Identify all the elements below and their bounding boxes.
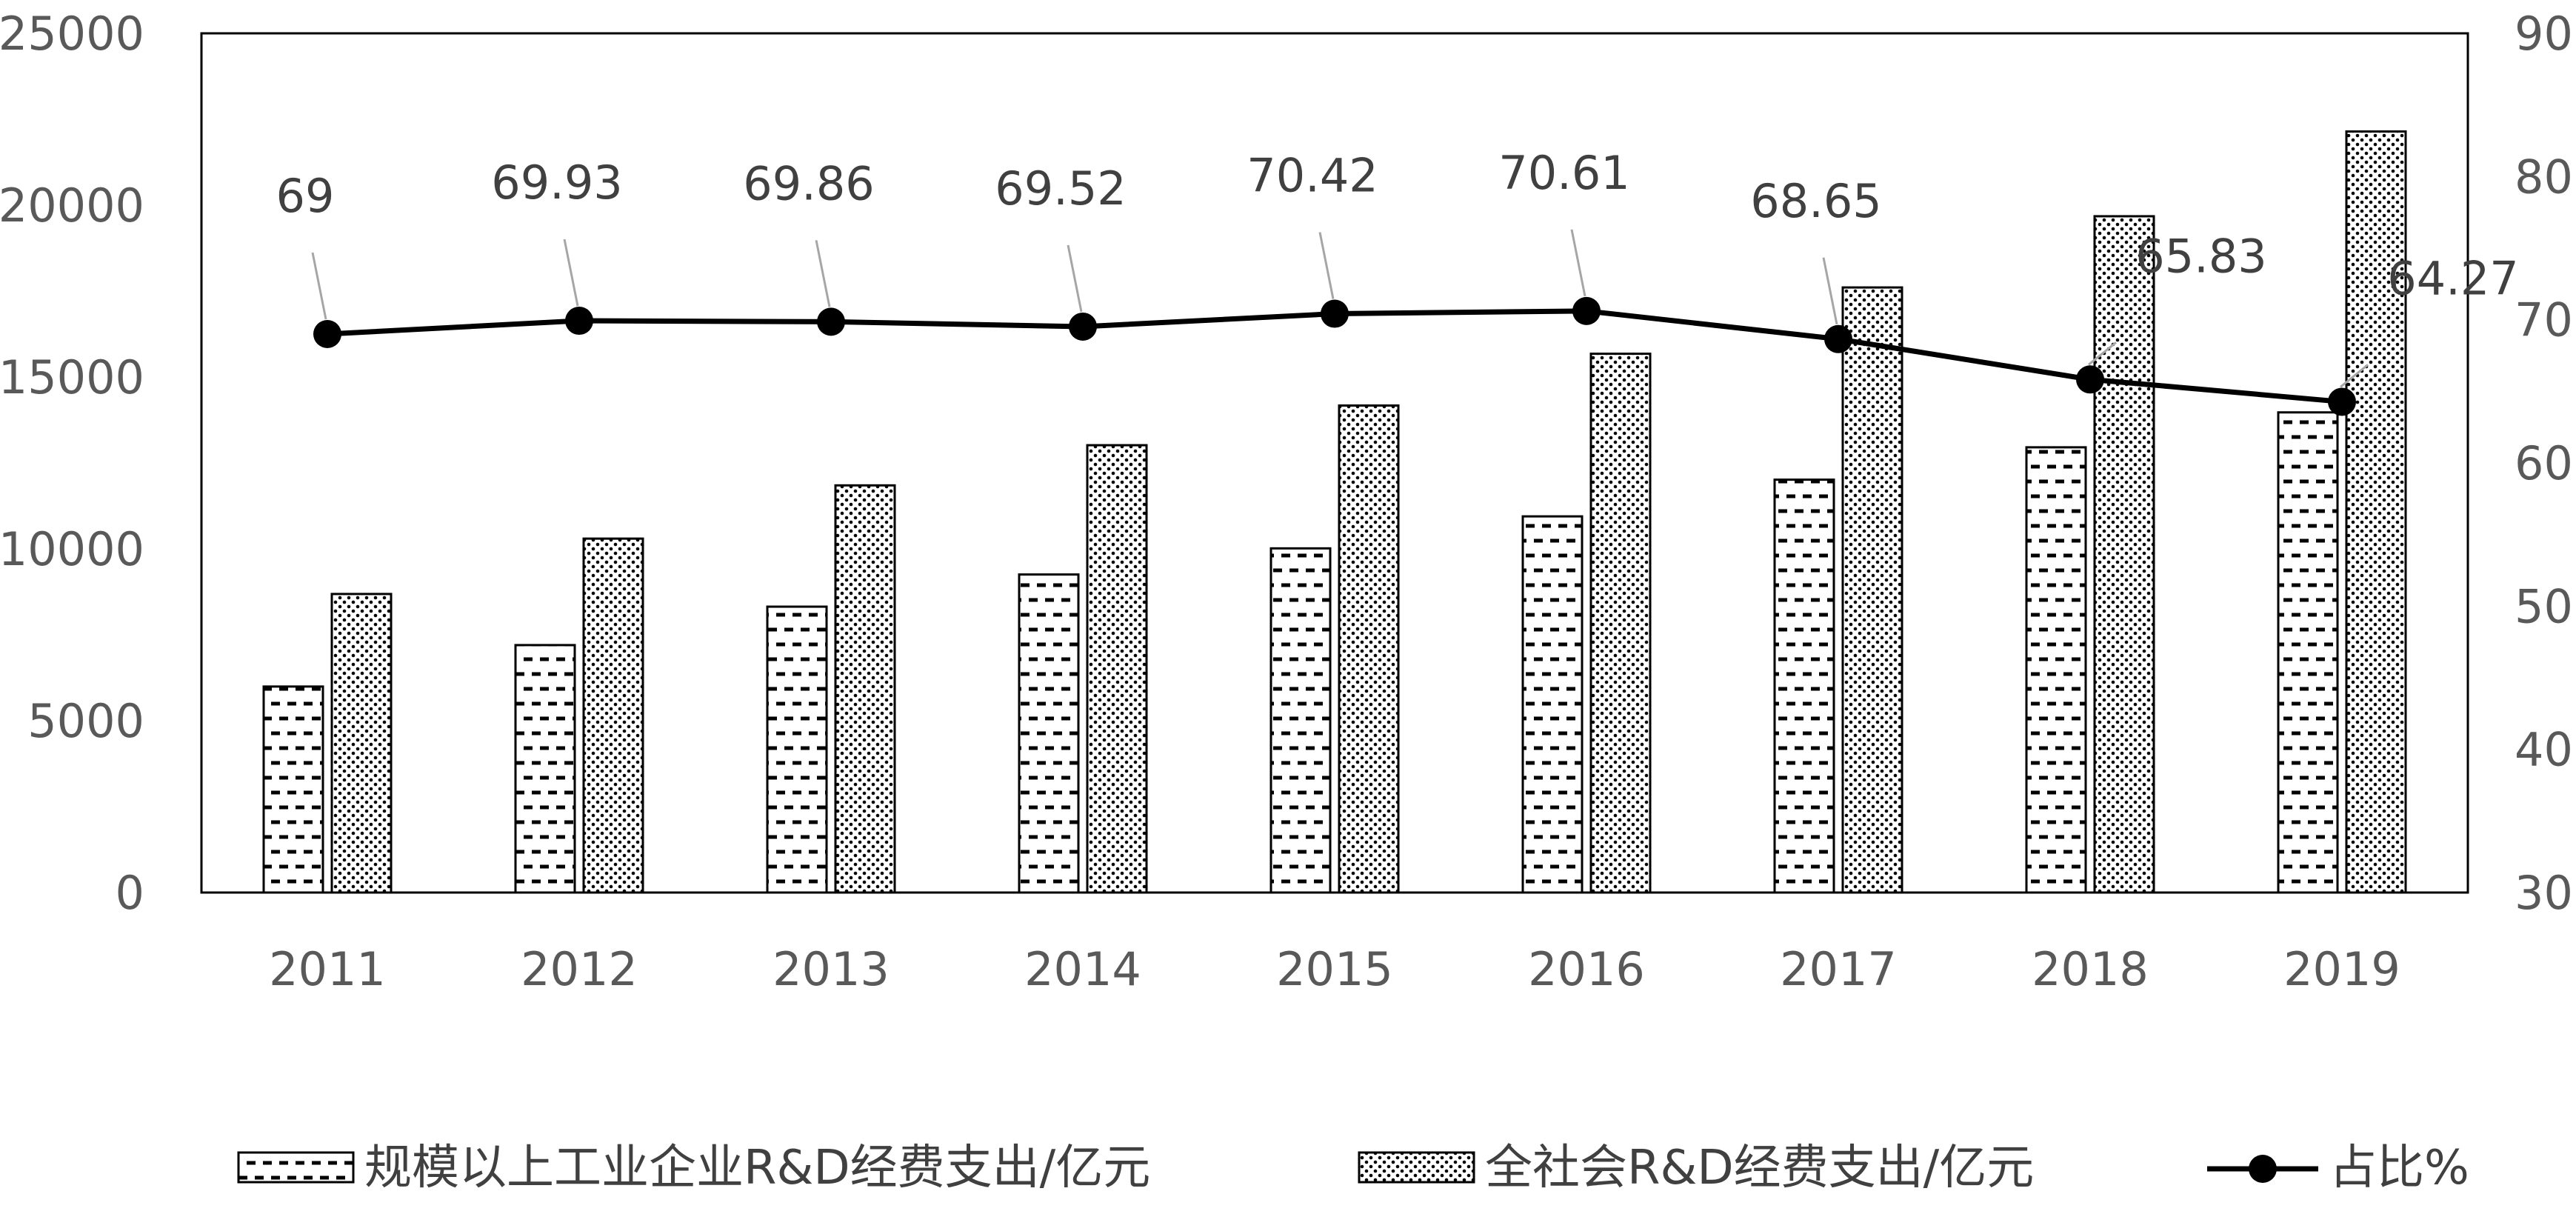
bar-total-rd [582, 537, 644, 894]
bar-total-rd [1338, 404, 1400, 894]
line-series-group: 69 69.93 69.86 69.52 70.42 70.61 68.65 65.83 64.… [276, 146, 2519, 416]
left-axis-tick-label: 0 [116, 866, 144, 920]
left-axis-tick-label: 20000 [0, 179, 144, 233]
plot-frame [200, 32, 2469, 894]
right-axis-tick-label: 80 [2515, 150, 2573, 204]
legend: 规模以上工业企业R&D经费支出/亿元 全社会R&D经费支出/亿元 占比% [237, 1141, 2469, 1195]
right-axis-tick-label: 70 [2515, 293, 2573, 347]
data-label-leader [815, 240, 831, 307]
x-axis-tick-label: 2018 [2032, 942, 2149, 996]
x-axis-tick-label: 2019 [2283, 942, 2400, 996]
ratio-marker [1321, 299, 1349, 328]
ratio-data-label: 70.61 [1498, 146, 1630, 200]
data-label-leader [311, 252, 327, 320]
bar-industrial-rd [1269, 547, 1332, 894]
ratio-marker [313, 320, 341, 348]
bar-industrial-rd [262, 685, 324, 894]
bar-total-rd [2345, 130, 2407, 894]
legend-swatch-total-rd [1358, 1151, 1475, 1184]
left-y-axis: 0 5000 10000 15000 20000 25000 [0, 7, 144, 920]
bar-total-rd [2093, 215, 2155, 894]
legend-label-total-rd: 全社会R&D经费支出/亿元 [1485, 1141, 2034, 1195]
legend-swatch-industrial-rd [237, 1151, 355, 1184]
bar-total-rd [330, 593, 393, 894]
ratio-marker [2328, 387, 2356, 416]
left-axis-tick-label: 15000 [0, 350, 144, 404]
ratio-data-label: 69.86 [743, 156, 875, 210]
ratio-data-label: 65.83 [2135, 229, 2267, 283]
right-y-axis: 30 40 50 60 70 80 90 [2515, 7, 2573, 920]
ratio-data-label: 69.52 [995, 161, 1127, 216]
ratio-data-label: 69.93 [491, 156, 623, 210]
left-axis-tick-label: 10000 [0, 522, 144, 576]
bar-industrial-rd [1018, 573, 1080, 894]
x-axis-tick-label: 2017 [1780, 942, 1897, 996]
data-label-leader [1318, 232, 1335, 299]
data-label-leader [1067, 244, 1083, 313]
bar-industrial-rd [2277, 411, 2339, 894]
bar-total-rd [1086, 444, 1148, 894]
right-axis-tick-label: 60 [2515, 436, 2573, 490]
data-label-leader [563, 239, 579, 307]
right-axis-tick-label: 30 [2515, 866, 2573, 920]
legend-label-ratio: 占比% [2329, 1141, 2469, 1195]
bar-total-rd [1841, 286, 1903, 894]
bar-industrial-rd [1773, 478, 1835, 894]
right-axis-tick-label: 50 [2515, 579, 2573, 633]
bar-industrial-rd [2025, 446, 2087, 894]
ratio-data-label: 70.42 [1247, 149, 1378, 203]
data-label-leader [2340, 364, 2369, 388]
x-axis: 2011 2012 2013 2014 2015 2016 2017 2018 2019 [269, 942, 2400, 996]
legend-swatch-ratio-marker [2249, 1155, 2277, 1183]
ratio-data-label: 64.27 [2387, 251, 2519, 305]
ratio-marker [565, 307, 593, 336]
x-axis-tick-label: 2014 [1024, 942, 1141, 996]
bar-industrial-rd [514, 644, 576, 894]
legend-label-industrial-rd: 规模以上工业企业R&D经费支出/亿元 [364, 1141, 1150, 1195]
x-axis-tick-label: 2011 [269, 942, 386, 996]
bar-series-group [262, 130, 2407, 894]
bar-industrial-rd [766, 605, 828, 894]
bar-total-rd [1589, 353, 1652, 894]
plot-area [200, 32, 2469, 894]
data-label-leader [2088, 341, 2117, 366]
ratio-marker [1069, 312, 1097, 341]
bar-total-rd [834, 484, 896, 894]
x-axis-tick-label: 2016 [1528, 942, 1645, 996]
right-axis-tick-label: 40 [2515, 723, 2573, 777]
ratio-marker [2076, 365, 2104, 394]
x-axis-tick-label: 2013 [773, 942, 890, 996]
x-axis-tick-label: 2012 [521, 942, 638, 996]
bar-industrial-rd [1521, 515, 1584, 894]
ratio-data-label: 69 [276, 169, 335, 223]
ratio-marker [1572, 296, 1601, 325]
ratio-marker [1824, 324, 1852, 353]
left-axis-tick-label: 25000 [0, 7, 144, 61]
right-axis-tick-label: 90 [2515, 7, 2573, 61]
data-label-leader [1822, 257, 1838, 325]
left-axis-tick-label: 5000 [27, 694, 144, 748]
ratio-marker [817, 307, 845, 336]
data-label-leader [1570, 229, 1586, 297]
x-axis-tick-label: 2015 [1276, 942, 1393, 996]
ratio-data-label: 68.65 [1750, 174, 1882, 228]
